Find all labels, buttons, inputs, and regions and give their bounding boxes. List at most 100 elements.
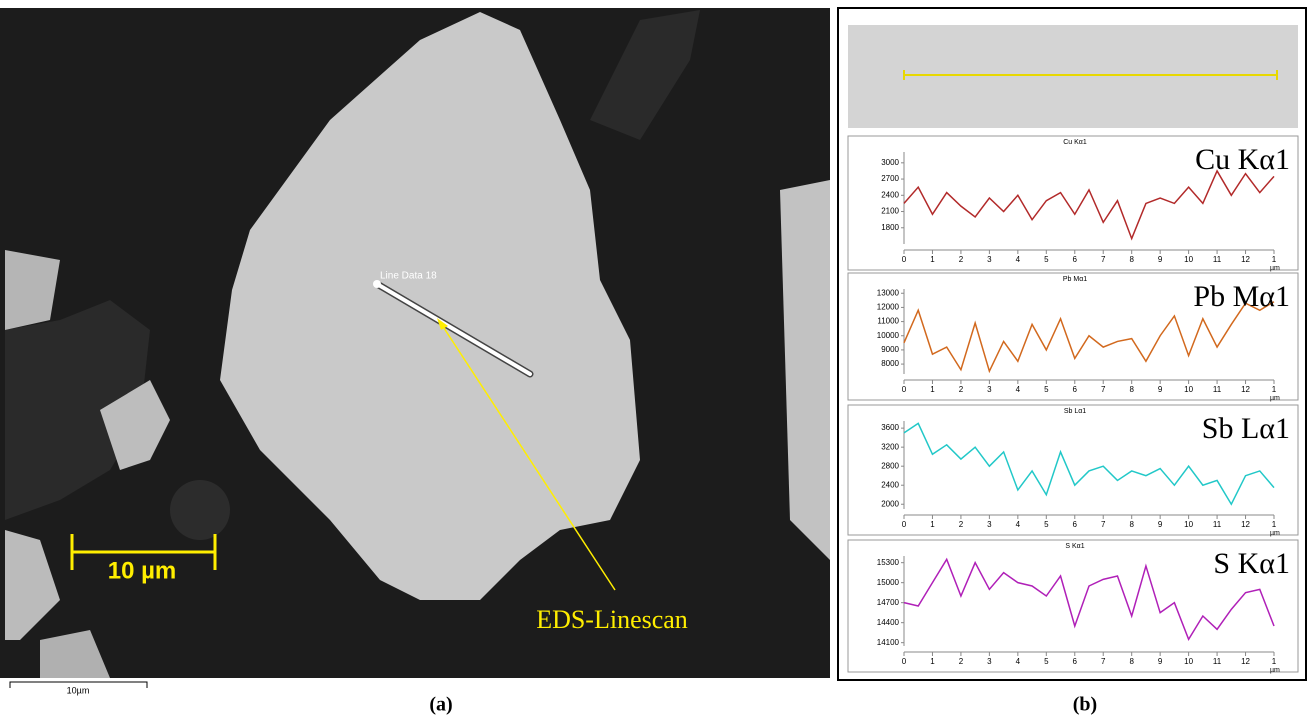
scale-label: 10 µm <box>108 557 177 584</box>
caption: (a) <box>429 694 452 716</box>
bottom-scale-label: 10µm <box>67 685 90 695</box>
x-tick-label: 1 <box>1272 385 1277 394</box>
x-tick-label: 4 <box>1016 255 1021 264</box>
panel-b-frame <box>837 7 1307 681</box>
y-tick-label: 1800 <box>881 223 899 232</box>
y-tick-label: 2800 <box>881 461 899 470</box>
x-tick-label: 1 <box>930 385 935 394</box>
y-tick-label: 3200 <box>881 442 899 451</box>
x-tick-label: 8 <box>1129 385 1134 394</box>
line-label: Line Data 18 <box>380 271 437 282</box>
x-unit: µm <box>1270 395 1280 402</box>
y-tick-label: 13000 <box>877 288 900 297</box>
x-tick-label: 6 <box>1073 385 1078 394</box>
y-tick-label: 2000 <box>881 499 899 508</box>
x-tick-label: 12 <box>1241 385 1250 394</box>
y-tick-label: 8000 <box>881 359 899 368</box>
x-tick-label: 1 <box>930 255 935 264</box>
x-tick-label: 11 <box>1213 255 1222 264</box>
sem-grain <box>100 380 170 470</box>
chart-title: Sb Lα1 <box>1064 408 1086 415</box>
element-label: S Kα1 <box>1213 547 1290 580</box>
x-tick-label: 3 <box>987 255 992 264</box>
x-tick-label: 12 <box>1241 255 1250 264</box>
x-tick-label: 1 <box>930 520 935 529</box>
arrow-head <box>437 318 448 330</box>
linescan <box>375 282 532 376</box>
x-tick-label: 2 <box>959 657 964 666</box>
x-tick-label: 6 <box>1073 255 1078 264</box>
x-tick-label: 8 <box>1129 657 1134 666</box>
y-tick-label: 3000 <box>881 158 899 167</box>
sem-region <box>590 10 700 140</box>
x-tick-label: 2 <box>959 385 964 394</box>
sem-grain <box>780 180 830 560</box>
y-tick-label: 14700 <box>877 598 900 607</box>
x-tick-label: 9 <box>1158 520 1163 529</box>
y-tick-label: 10000 <box>877 331 900 340</box>
x-tick-label: 5 <box>1044 520 1049 529</box>
bottom-scale-bar <box>9 681 148 688</box>
chart-frame <box>847 539 1299 673</box>
x-tick-label: 9 <box>1158 385 1163 394</box>
scan-strip <box>848 25 1298 128</box>
y-tick-label: 12000 <box>877 303 900 312</box>
x-tick-label: 0 <box>902 657 907 666</box>
x-tick-label: 7 <box>1101 255 1106 264</box>
x-tick-label: 5 <box>1044 385 1049 394</box>
caption: (b) <box>1073 694 1097 716</box>
sem-particle <box>220 12 640 600</box>
y-tick-label: 14100 <box>877 638 900 647</box>
chart-title: Cu Kα1 <box>1063 139 1087 146</box>
arrow-label: EDS-Linescan <box>536 605 688 634</box>
x-tick-label: 7 <box>1101 385 1106 394</box>
x-tick-label: 1 <box>1272 255 1277 264</box>
element-label: Pb Mα1 <box>1193 280 1290 313</box>
element-label: Sb Lα1 <box>1202 412 1290 445</box>
y-tick-label: 2100 <box>881 207 899 216</box>
x-tick-label: 0 <box>902 385 907 394</box>
x-tick-label: 12 <box>1241 657 1250 666</box>
arrow <box>439 321 616 591</box>
y-tick-label: 11000 <box>877 317 899 326</box>
data-line <box>903 422 1275 506</box>
y-tick-label: 2400 <box>881 480 899 489</box>
x-tick-label: 5 <box>1044 255 1049 264</box>
x-tick-label: 2 <box>959 255 964 264</box>
x-tick-label: 10 <box>1184 385 1193 394</box>
y-tick-label: 15000 <box>877 578 900 587</box>
x-tick-label: 3 <box>987 385 992 394</box>
chart-frame <box>847 135 1299 271</box>
sem-grain <box>40 630 110 678</box>
x-tick-label: 10 <box>1184 657 1193 666</box>
x-tick-label: 0 <box>902 255 907 264</box>
x-tick-label: 8 <box>1129 520 1134 529</box>
y-tick-label: 2700 <box>881 174 899 183</box>
x-tick-label: 9 <box>1158 657 1163 666</box>
x-tick-label: 0 <box>902 520 907 529</box>
x-tick-label: 11 <box>1213 520 1222 529</box>
x-tick-label: 5 <box>1044 657 1049 666</box>
data-line <box>903 301 1275 374</box>
sem-region <box>5 300 150 520</box>
x-tick-label: 11 <box>1213 385 1222 394</box>
x-tick-label: 6 <box>1073 657 1078 666</box>
x-unit: µm <box>1270 530 1280 537</box>
x-tick-label: 2 <box>959 520 964 529</box>
element-label: Cu Kα1 <box>1195 143 1290 176</box>
sem-grain <box>5 250 60 330</box>
sem-pore <box>170 480 230 540</box>
x-unit: µm <box>1270 265 1280 272</box>
x-tick-label: 4 <box>1016 657 1021 666</box>
x-tick-label: 7 <box>1101 657 1106 666</box>
x-tick-label: 12 <box>1241 520 1250 529</box>
x-tick-label: 6 <box>1073 520 1078 529</box>
x-tick-label: 3 <box>987 657 992 666</box>
x-tick-label: 9 <box>1158 255 1163 264</box>
x-tick-label: 1 <box>930 657 935 666</box>
x-tick-label: 10 <box>1184 255 1193 264</box>
x-tick-label: 1 <box>1272 520 1277 529</box>
x-tick-label: 1 <box>1272 657 1277 666</box>
